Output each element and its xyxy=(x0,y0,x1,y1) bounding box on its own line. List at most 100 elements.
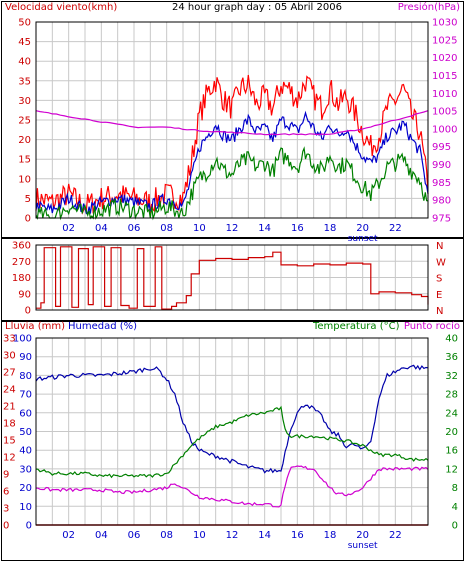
compass-label: N xyxy=(436,306,443,317)
direction-tick-label: 270 xyxy=(12,257,31,268)
x-tick-label: 18 xyxy=(324,530,337,541)
x-tick-label: 06 xyxy=(128,223,141,234)
wind-tick-label: 30 xyxy=(18,96,31,107)
series-line-avg xyxy=(35,110,429,215)
compass-label: N xyxy=(436,241,443,252)
pressure-tick-label: 980 xyxy=(432,196,451,207)
pressure-axis-label: Presión(hPa) xyxy=(398,1,460,13)
x-tick-label: 14 xyxy=(258,530,271,541)
x-tick-label: 14 xyxy=(258,223,271,234)
series-line-pressure xyxy=(35,110,429,136)
compass-label: E xyxy=(436,290,442,301)
chart-title: 24 hour graph day : 05 Abril 2006 xyxy=(172,2,342,13)
compass-label: S xyxy=(436,274,442,285)
dewpoint-axis-label: Punto rocío xyxy=(404,320,460,332)
x-tick-label: 12 xyxy=(226,223,239,234)
x-tick-label: 10 xyxy=(193,530,206,541)
x-tick-label: 06 xyxy=(128,530,141,541)
sunset-annotation: sunset xyxy=(348,541,378,551)
wind-tick-label: 45 xyxy=(18,37,31,48)
rain-tick-label: 24 xyxy=(3,385,16,396)
wind-tick-label: 40 xyxy=(18,57,31,68)
series-line-gust xyxy=(35,74,429,215)
wind-tick-label: 10 xyxy=(18,174,31,185)
rain-tick-label: 6 xyxy=(3,487,9,498)
pressure-tick-label: 1000 xyxy=(432,124,457,135)
humidity-tick-label: 30 xyxy=(19,464,32,475)
temperature-tick-label: 8 xyxy=(452,483,458,494)
humidity-tick-label: 40 xyxy=(19,446,32,457)
sunset-annotation: sunset xyxy=(348,234,378,244)
series-line-min xyxy=(35,146,429,221)
humidity-tick-label: 90 xyxy=(19,352,32,363)
x-tick-label: 20 xyxy=(356,530,369,541)
rain-tick-label: 27 xyxy=(3,368,16,379)
x-tick-label: 22 xyxy=(389,530,402,541)
panel-3-plot-border xyxy=(35,337,429,526)
direction-tick-label: 0 xyxy=(25,306,31,317)
humidity-tick-label: 60 xyxy=(19,408,32,419)
temperature-tick-label: 16 xyxy=(445,446,458,457)
compass-label: W xyxy=(436,257,446,268)
rain-tick-label: 0 xyxy=(3,521,9,532)
temperature-tick-label: 20 xyxy=(445,427,458,438)
pressure-tick-label: 990 xyxy=(432,160,451,171)
rain-tick-label: 3 xyxy=(3,504,9,515)
pressure-tick-label: 1030 xyxy=(432,18,457,29)
direction-tick-label: 90 xyxy=(18,289,31,300)
rain-tick-label: 33 xyxy=(3,334,16,345)
x-tick-label: 16 xyxy=(291,530,304,541)
pressure-tick-label: 995 xyxy=(432,142,451,153)
temperature-tick-label: 40 xyxy=(445,334,458,345)
humidity-axis-label: Humedad (%) xyxy=(68,321,137,332)
x-tick-label: 20 xyxy=(356,223,369,234)
temperature-tick-label: 32 xyxy=(445,371,458,382)
humidity-tick-label: 70 xyxy=(19,390,32,401)
series-line-dewpoint xyxy=(35,465,429,508)
direction-tick-label: 180 xyxy=(12,273,31,284)
temperature-tick-label: 36 xyxy=(445,352,458,363)
x-tick-label: 04 xyxy=(95,223,108,234)
rain-tick-label: 12 xyxy=(3,453,16,464)
pressure-tick-label: 975 xyxy=(432,214,451,225)
pressure-tick-label: 1025 xyxy=(432,35,457,46)
pressure-tick-label: 1005 xyxy=(432,107,457,118)
humidity-tick-label: 100 xyxy=(13,334,32,345)
humidity-tick-label: 20 xyxy=(19,483,32,494)
panel-2-plot-border xyxy=(35,244,429,311)
rain-tick-label: 21 xyxy=(3,402,16,413)
wind-tick-label: 0 xyxy=(25,214,31,225)
wind-tick-label: 5 xyxy=(25,194,31,205)
x-tick-label: 08 xyxy=(160,530,173,541)
series-line-temperature xyxy=(35,405,429,479)
humidity-tick-label: 80 xyxy=(19,371,32,382)
wind-tick-label: 35 xyxy=(18,76,31,87)
wind-tick-label: 25 xyxy=(18,116,31,127)
rain-tick-label: 9 xyxy=(3,470,9,481)
humidity-tick-label: 10 xyxy=(19,502,32,513)
x-tick-label: 12 xyxy=(226,530,239,541)
x-tick-label: 18 xyxy=(324,223,337,234)
rain-axis-label: Lluvia (mm) xyxy=(5,321,65,332)
panel-1-plot-border xyxy=(35,21,429,219)
direction-tick-label: 360 xyxy=(12,241,31,252)
pressure-tick-label: 1015 xyxy=(432,71,457,82)
temperature-tick-label: 24 xyxy=(445,408,458,419)
wind-axis-label: Velocidad viento(kmh) xyxy=(5,2,117,13)
humidity-tick-label: 0 xyxy=(26,521,32,532)
pressure-tick-label: 985 xyxy=(432,178,451,189)
rain-tick-label: 30 xyxy=(3,351,16,362)
pressure-tick-label: 1010 xyxy=(432,89,457,100)
x-tick-label: 04 xyxy=(95,530,108,541)
x-tick-label: 10 xyxy=(193,223,206,234)
wind-tick-label: 50 xyxy=(18,18,31,29)
series-line-humidity xyxy=(35,364,429,474)
temperature-tick-label: 12 xyxy=(445,464,458,475)
wind-tick-label: 20 xyxy=(18,135,31,146)
x-tick-label: 02 xyxy=(62,530,75,541)
wind-tick-label: 15 xyxy=(18,155,31,166)
x-tick-label: 16 xyxy=(291,223,304,234)
x-tick-label: 08 xyxy=(160,223,173,234)
